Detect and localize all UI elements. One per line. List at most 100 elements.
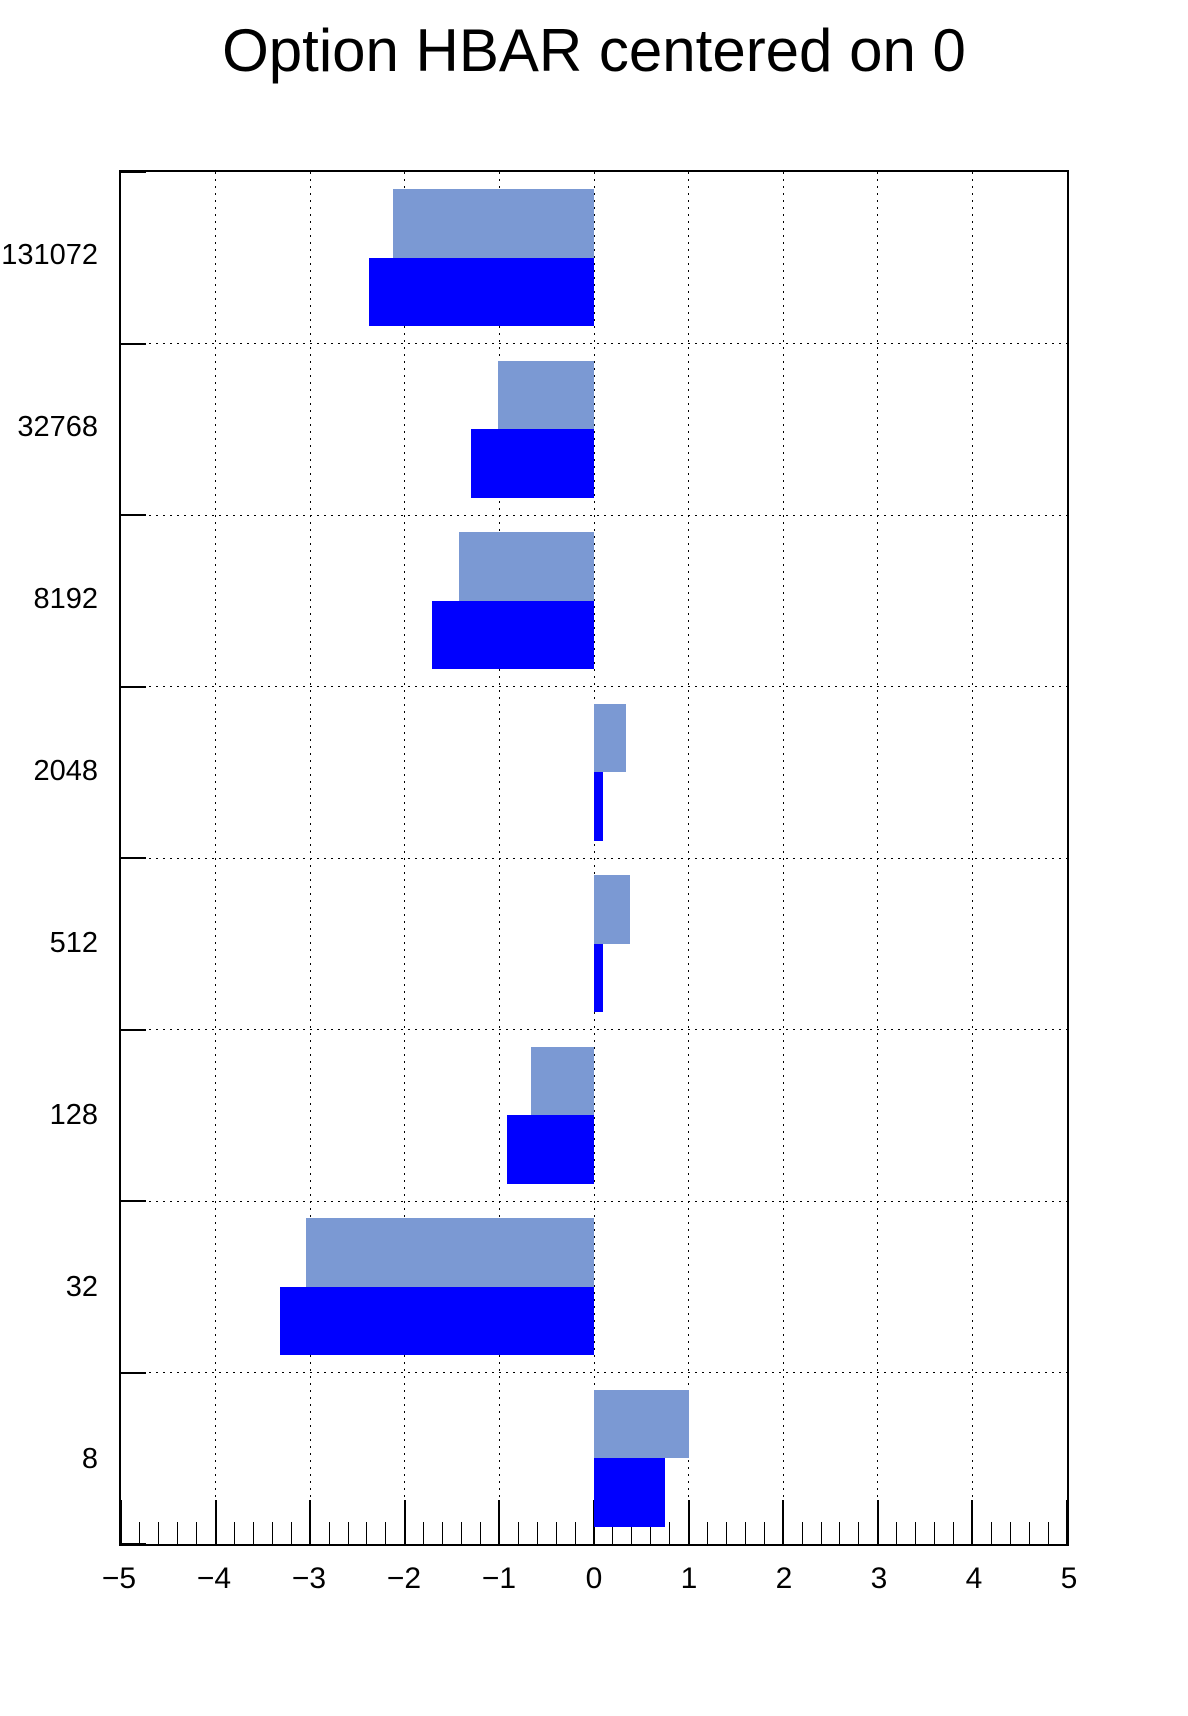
x-minor-tick [271,1522,273,1544]
x-minor-tick [139,1522,141,1544]
blue-series-bar [279,1286,594,1356]
x-minor-tick [574,1522,576,1544]
x-minor-tick [896,1522,898,1544]
x-minor-tick [820,1522,822,1544]
x-minor-tick [801,1522,803,1544]
y-gridline [121,514,1067,516]
x-minor-tick [858,1522,860,1544]
x-minor-tick [1009,1522,1011,1544]
x-major-tick [403,1500,406,1544]
x-minor-tick [1047,1522,1049,1544]
y-axis-tick [121,1200,146,1202]
x-tick-label: 2 [775,1562,793,1595]
y-category-label: 131072 [1,239,98,271]
y-axis-tick [121,171,146,173]
light-blue-series-bar [594,1389,689,1459]
light-blue-series-bar [393,189,594,258]
y-gridline [121,1200,1067,1202]
blue-series-bar [432,600,594,670]
x-minor-tick [423,1522,425,1544]
x-minor-tick [744,1522,746,1544]
light-blue-series-bar [594,875,630,944]
x-tick-label: −1 [481,1562,517,1595]
x-minor-tick [990,1522,992,1544]
y-category-label: 32 [65,1271,98,1303]
x-major-tick [1066,1500,1068,1544]
x-major-tick [498,1500,501,1544]
y-gridline [121,1372,1067,1373]
x-tick-label: −5 [101,1562,137,1595]
y-axis-tick [121,1543,146,1545]
y-gridline [121,1029,1067,1030]
x-tick-label: −4 [196,1562,232,1595]
blue-series-bar [594,772,604,841]
x-minor-tick [763,1522,765,1544]
y-gridline [121,343,1067,344]
x-minor-tick [631,1522,633,1544]
x-tick-label: 4 [965,1562,983,1595]
blue-series-bar [368,257,594,327]
x-minor-tick [707,1522,709,1544]
y-category-label: 2048 [33,755,98,787]
x-major-tick [120,1500,122,1544]
x-minor-tick [158,1522,160,1544]
x-major-tick [309,1500,312,1544]
x-major-tick [782,1500,785,1544]
y-gridline [121,686,1067,687]
x-minor-tick [934,1522,936,1544]
x-tick-label: 3 [870,1562,888,1595]
x-minor-tick [328,1522,330,1544]
x-minor-tick [517,1522,519,1544]
x-minor-tick [1028,1522,1030,1544]
x-minor-tick [650,1522,652,1544]
x-minor-tick [952,1522,954,1544]
y-axis-tick [121,685,146,688]
x-minor-tick [612,1522,614,1544]
x-minor-tick [479,1522,481,1544]
x-minor-tick [461,1522,463,1544]
x-tick-label: 5 [1060,1562,1078,1595]
light-blue-series-bar [594,703,627,773]
light-blue-series-bar [458,532,594,601]
x-minor-tick [385,1522,387,1544]
y-axis-tick [121,342,146,345]
x-minor-tick [290,1522,292,1544]
x-tick-label: 0 [585,1562,603,1595]
y-gridline [121,857,1067,859]
plot-frame [119,170,1069,1546]
light-blue-series-bar [497,360,594,430]
x-minor-tick [555,1522,557,1544]
y-category-label: 32768 [17,411,98,443]
x-minor-tick [669,1522,671,1544]
x-minor-tick [915,1522,917,1544]
x-tick-label: −3 [291,1562,327,1595]
y-axis-tick [121,1371,146,1374]
x-major-tick [876,1500,879,1544]
x-tick-label: −2 [386,1562,422,1595]
x-minor-tick [725,1522,727,1544]
x-major-tick [687,1500,690,1544]
blue-series-bar [594,943,604,1013]
blue-series-bar [506,1115,594,1184]
x-minor-tick [234,1522,236,1544]
x-minor-tick [252,1522,254,1544]
y-category-label: 8 [81,1443,98,1475]
light-blue-series-bar [530,1046,594,1116]
x-minor-tick [366,1522,368,1544]
y-category-label: 512 [49,927,98,959]
x-major-tick [214,1500,217,1544]
x-minor-tick [442,1522,444,1544]
light-blue-series-bar [306,1218,594,1287]
blue-series-bar [471,429,594,498]
y-category-label: 128 [49,1099,98,1131]
y-axis-tick [121,1028,146,1031]
x-tick-label: 1 [680,1562,698,1595]
blue-series-bar [594,1458,665,1527]
x-major-tick [971,1500,974,1544]
x-minor-tick [347,1522,349,1544]
y-axis-tick [121,857,146,859]
x-minor-tick [196,1522,198,1544]
x-minor-tick [536,1522,538,1544]
y-axis-tick [121,514,146,516]
